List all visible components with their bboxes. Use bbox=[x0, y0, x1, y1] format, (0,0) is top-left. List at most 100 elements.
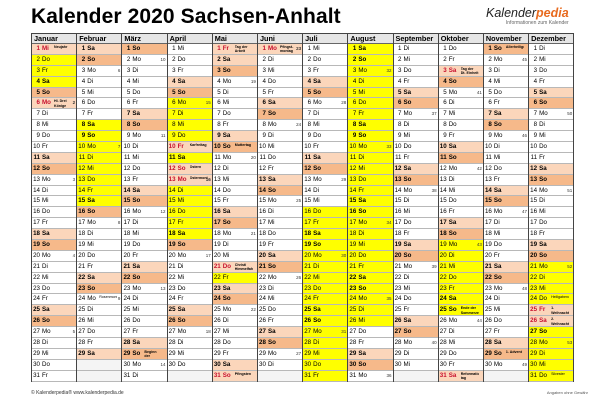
day-number: 1 bbox=[81, 45, 86, 52]
day-number: 30 bbox=[213, 360, 221, 368]
weekday-label: Sa bbox=[313, 77, 321, 85]
day-number: 19 bbox=[78, 241, 86, 249]
day-number: 29 bbox=[484, 349, 492, 357]
weekday-label: Sa bbox=[313, 153, 321, 161]
weekday-label: Sa bbox=[267, 328, 276, 336]
day-number: 6 bbox=[36, 99, 40, 107]
day-cell: 29 Mi bbox=[167, 349, 212, 360]
day-number: 22 bbox=[123, 273, 131, 281]
weekday-label: Do bbox=[85, 174, 100, 185]
week-number: 36 bbox=[386, 372, 392, 378]
day-cell: 13MoOstermontag16 bbox=[167, 174, 212, 186]
day-number: 11 bbox=[530, 153, 538, 161]
weekday-label: Mo bbox=[267, 121, 277, 129]
day-cell: 1SoAllerheiligen bbox=[483, 44, 529, 55]
holiday-note: Silvester bbox=[551, 370, 570, 381]
weekday-label: So bbox=[356, 54, 371, 65]
weekday-label: Di bbox=[132, 66, 139, 74]
weekday-label: So bbox=[358, 360, 367, 368]
week-number: 27 bbox=[296, 350, 302, 356]
day-cell: 10 Mo 7 bbox=[77, 142, 122, 153]
day-cell: 15 Di bbox=[529, 196, 574, 208]
week-number: 8 bbox=[117, 220, 121, 226]
day-number: 9 bbox=[262, 132, 266, 140]
weekday-label: Sa bbox=[175, 229, 190, 240]
week-number: 6 bbox=[117, 67, 121, 73]
day-cell: 1 Sa bbox=[77, 44, 122, 55]
day-number: 30 bbox=[529, 359, 538, 370]
day-number: 22 bbox=[348, 272, 357, 283]
day-number: 8 bbox=[217, 121, 221, 129]
day-number: 17 bbox=[167, 218, 176, 229]
day-cell: 5 So bbox=[32, 87, 77, 99]
day-number: 22 bbox=[259, 273, 266, 281]
weekday-label: Mo bbox=[446, 240, 461, 250]
day-cell: 14 Mi bbox=[438, 186, 483, 197]
day-number: 29 bbox=[123, 349, 131, 357]
day-number: 13 bbox=[394, 175, 402, 183]
day-cell: 9 So bbox=[77, 131, 122, 143]
weekday-label: Mi bbox=[446, 261, 461, 272]
weekday-label bbox=[176, 371, 190, 381]
weekday-label: So bbox=[222, 143, 231, 151]
weekday-label: Do bbox=[175, 131, 190, 142]
weekday-label: Sa bbox=[132, 110, 140, 118]
day-number: 4 bbox=[81, 77, 86, 85]
day-cell: 9 Do bbox=[167, 131, 212, 143]
day-number: 20 bbox=[394, 251, 402, 259]
day-number: 7 bbox=[167, 109, 176, 120]
weekday-label: So bbox=[42, 241, 50, 249]
weekday-label: Fr bbox=[85, 185, 100, 196]
weekday-label: Fr bbox=[177, 295, 184, 303]
weekday-label: Di bbox=[85, 152, 100, 163]
day-cell: 1 Do bbox=[438, 44, 483, 55]
day-number: 17 bbox=[213, 219, 221, 227]
weekday-label: Mi bbox=[448, 339, 456, 347]
holiday-note: 1. Advent bbox=[505, 349, 522, 354]
day-cell: 28 Di bbox=[303, 338, 348, 349]
footer-copyright: © Kalenderpedia® www.kalenderpedia.de bbox=[31, 390, 124, 396]
day-cell: 26 Mi bbox=[77, 316, 122, 328]
day-number: 16 bbox=[123, 208, 131, 216]
holiday-note: Christi Himmelfahrt bbox=[234, 262, 253, 272]
day-cell: 3 Sa Tag der Dt. Einheit bbox=[438, 65, 483, 77]
weekday-label: Mo bbox=[448, 88, 458, 96]
month-header: Februar bbox=[77, 34, 122, 44]
day-cell: 25 Fr bbox=[393, 305, 438, 317]
weekday-label: Mi bbox=[313, 45, 320, 52]
weekday-label: So bbox=[403, 175, 412, 183]
weekday-label: Do bbox=[537, 370, 552, 381]
kalenderpedia-logo[interactable]: Kalenderpedia Informationen zum Kalender bbox=[486, 7, 569, 27]
weekday-label: Di bbox=[493, 66, 500, 74]
weekday-label: Fr bbox=[403, 306, 410, 314]
day-cell: 17 Do bbox=[393, 218, 438, 230]
day-cell: 14 Fr bbox=[348, 185, 393, 197]
day-number: 8 bbox=[167, 120, 176, 131]
day-cell: 2 Sa bbox=[212, 54, 257, 66]
empty-day-cell bbox=[77, 359, 122, 371]
weekday-label: So bbox=[42, 164, 50, 172]
day-cell: 8 So bbox=[483, 120, 529, 132]
day-cell: 7 Mi bbox=[438, 109, 483, 121]
day-cell: 8 Mi bbox=[303, 120, 348, 132]
weekday-label: So bbox=[446, 305, 461, 316]
day-number: 28 bbox=[303, 338, 312, 348]
day-number: 17 bbox=[348, 218, 357, 229]
weekday-label: Di bbox=[222, 241, 229, 249]
weekday-label: Fr bbox=[403, 77, 410, 85]
day-cell: 21 Di bbox=[303, 261, 348, 273]
month-column-januar: Januar 1 Mi Neujahr 2 Do 3 Fr 4 Sa 5 So 6 Mo Hl. Drei … bbox=[32, 34, 78, 382]
day-number: 11 bbox=[440, 153, 447, 161]
day-cell: 28 Mo 53 bbox=[529, 338, 574, 349]
day-cell: 10 Fr Karfreitag bbox=[167, 142, 212, 153]
day-cell: 11 Sa bbox=[303, 152, 348, 164]
weekday-label: Fr bbox=[539, 77, 545, 85]
weekday-label: Mo bbox=[493, 360, 503, 368]
month-header: November bbox=[483, 34, 529, 44]
day-number: 7 bbox=[533, 110, 538, 118]
weekday-label: Fr bbox=[493, 99, 500, 107]
day-number: 22 bbox=[33, 273, 40, 281]
day-number: 10 bbox=[259, 143, 266, 151]
weekday-label: Fr bbox=[87, 262, 94, 270]
weekday-label: Mo bbox=[42, 328, 51, 336]
